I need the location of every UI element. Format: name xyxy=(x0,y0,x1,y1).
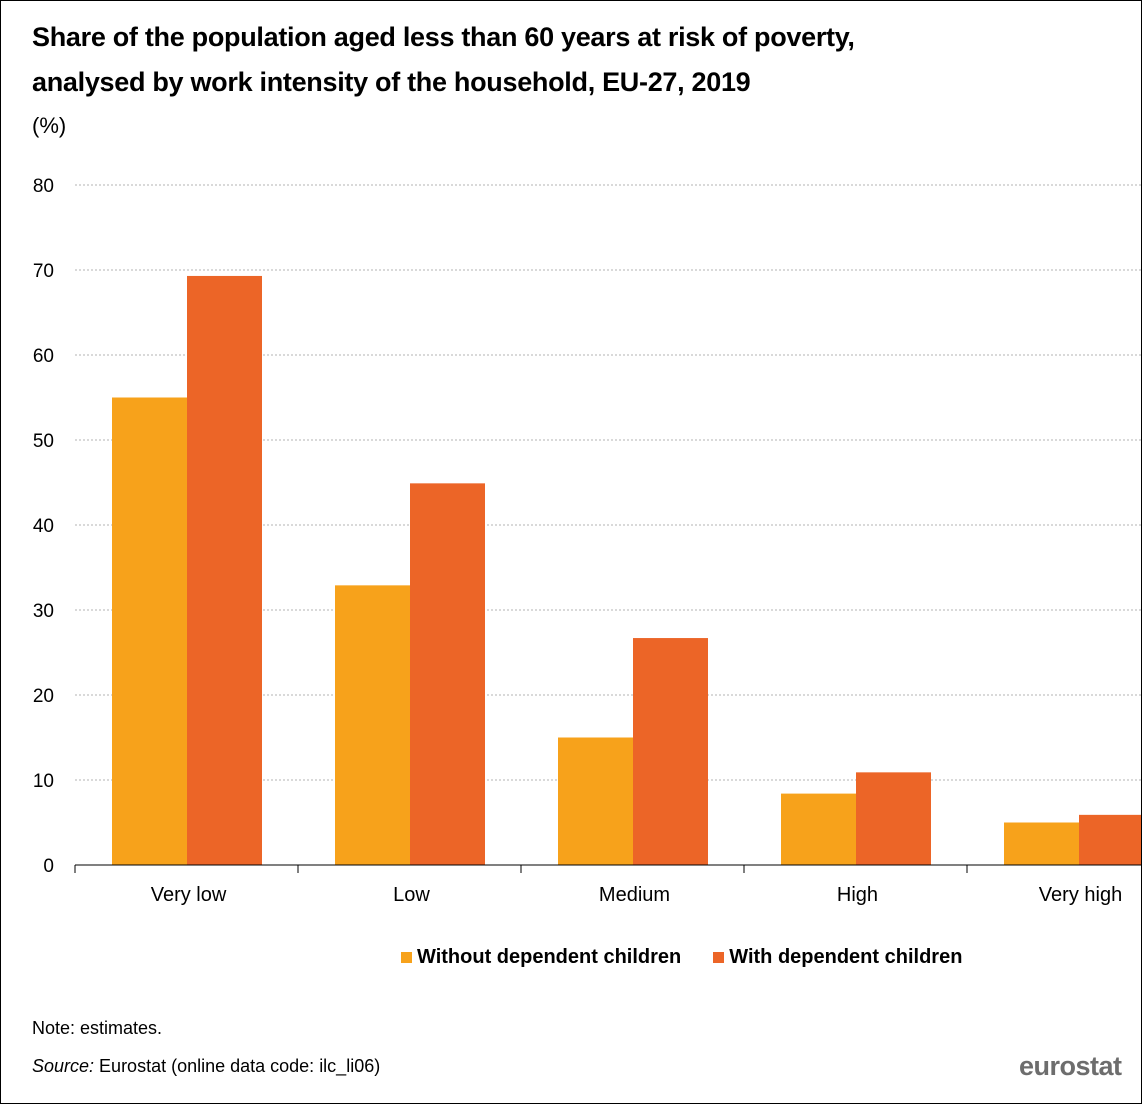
x-tick-label-high: High xyxy=(837,884,878,906)
bar-high-series-1 xyxy=(856,772,931,865)
y-tick-label-20: 20 xyxy=(33,686,54,707)
eurostat-logo: eurostat xyxy=(1019,1051,1122,1081)
y-tick-label-50: 50 xyxy=(33,431,54,452)
bar-very-low-series-0 xyxy=(112,397,187,865)
y-tick-label-70: 70 xyxy=(33,261,54,282)
legend-item-without-children: Without dependent children xyxy=(401,945,681,969)
bar-very-high-series-0 xyxy=(1004,822,1079,865)
bar-medium-series-1 xyxy=(633,638,708,865)
legend-label-with-children: With dependent children xyxy=(729,946,963,968)
legend: Without dependent children With dependen… xyxy=(1,945,1141,969)
y-tick-label-10: 10 xyxy=(33,771,54,792)
legend-swatch-with-children xyxy=(713,951,725,963)
chart-title-line-2: analysed by work intensity of the househ… xyxy=(32,67,751,97)
bar-low-series-1 xyxy=(410,483,485,865)
chart-title-line-1: Share of the population aged less than 6… xyxy=(32,22,855,52)
bar-chart: 0 10 20 30 40 50 60 70 80 Very low Low Medium High Ve… xyxy=(33,176,1141,906)
y-tick-label-40: 40 xyxy=(33,516,54,537)
x-tick-label-low: Low xyxy=(393,884,430,906)
bar-high-series-0 xyxy=(781,793,856,865)
bar-low-series-0 xyxy=(335,585,410,865)
y-tick-label-60: 60 xyxy=(33,346,54,367)
source-text: Eurostat (online data code: ilc_li06) xyxy=(94,1056,381,1076)
legend-label-without-children: Without dependent children xyxy=(417,946,682,968)
y-tick-label-80: 80 xyxy=(33,176,54,197)
x-tick-label-very-low: Very low xyxy=(151,884,227,906)
y-tick-label-0: 0 xyxy=(43,856,54,877)
chart-source: Source: Eurostat (online data code: ilc_… xyxy=(32,1055,380,1077)
source-label: Source: xyxy=(32,1056,95,1076)
y-tick-label-30: 30 xyxy=(33,601,54,622)
legend-swatch-without-children xyxy=(401,951,412,963)
bar-very-high-series-1 xyxy=(1079,814,1141,865)
x-tick-label-very-high: Very high xyxy=(1039,884,1122,906)
chart-note: Note: estimates. xyxy=(32,1018,163,1038)
x-tick-label-medium: Medium xyxy=(599,884,670,906)
bar-very-low-series-1 xyxy=(187,275,262,865)
unit-label: (%) xyxy=(32,113,67,138)
bar-medium-series-0 xyxy=(558,737,633,865)
legend-item-with-children: With dependent children xyxy=(713,945,962,969)
